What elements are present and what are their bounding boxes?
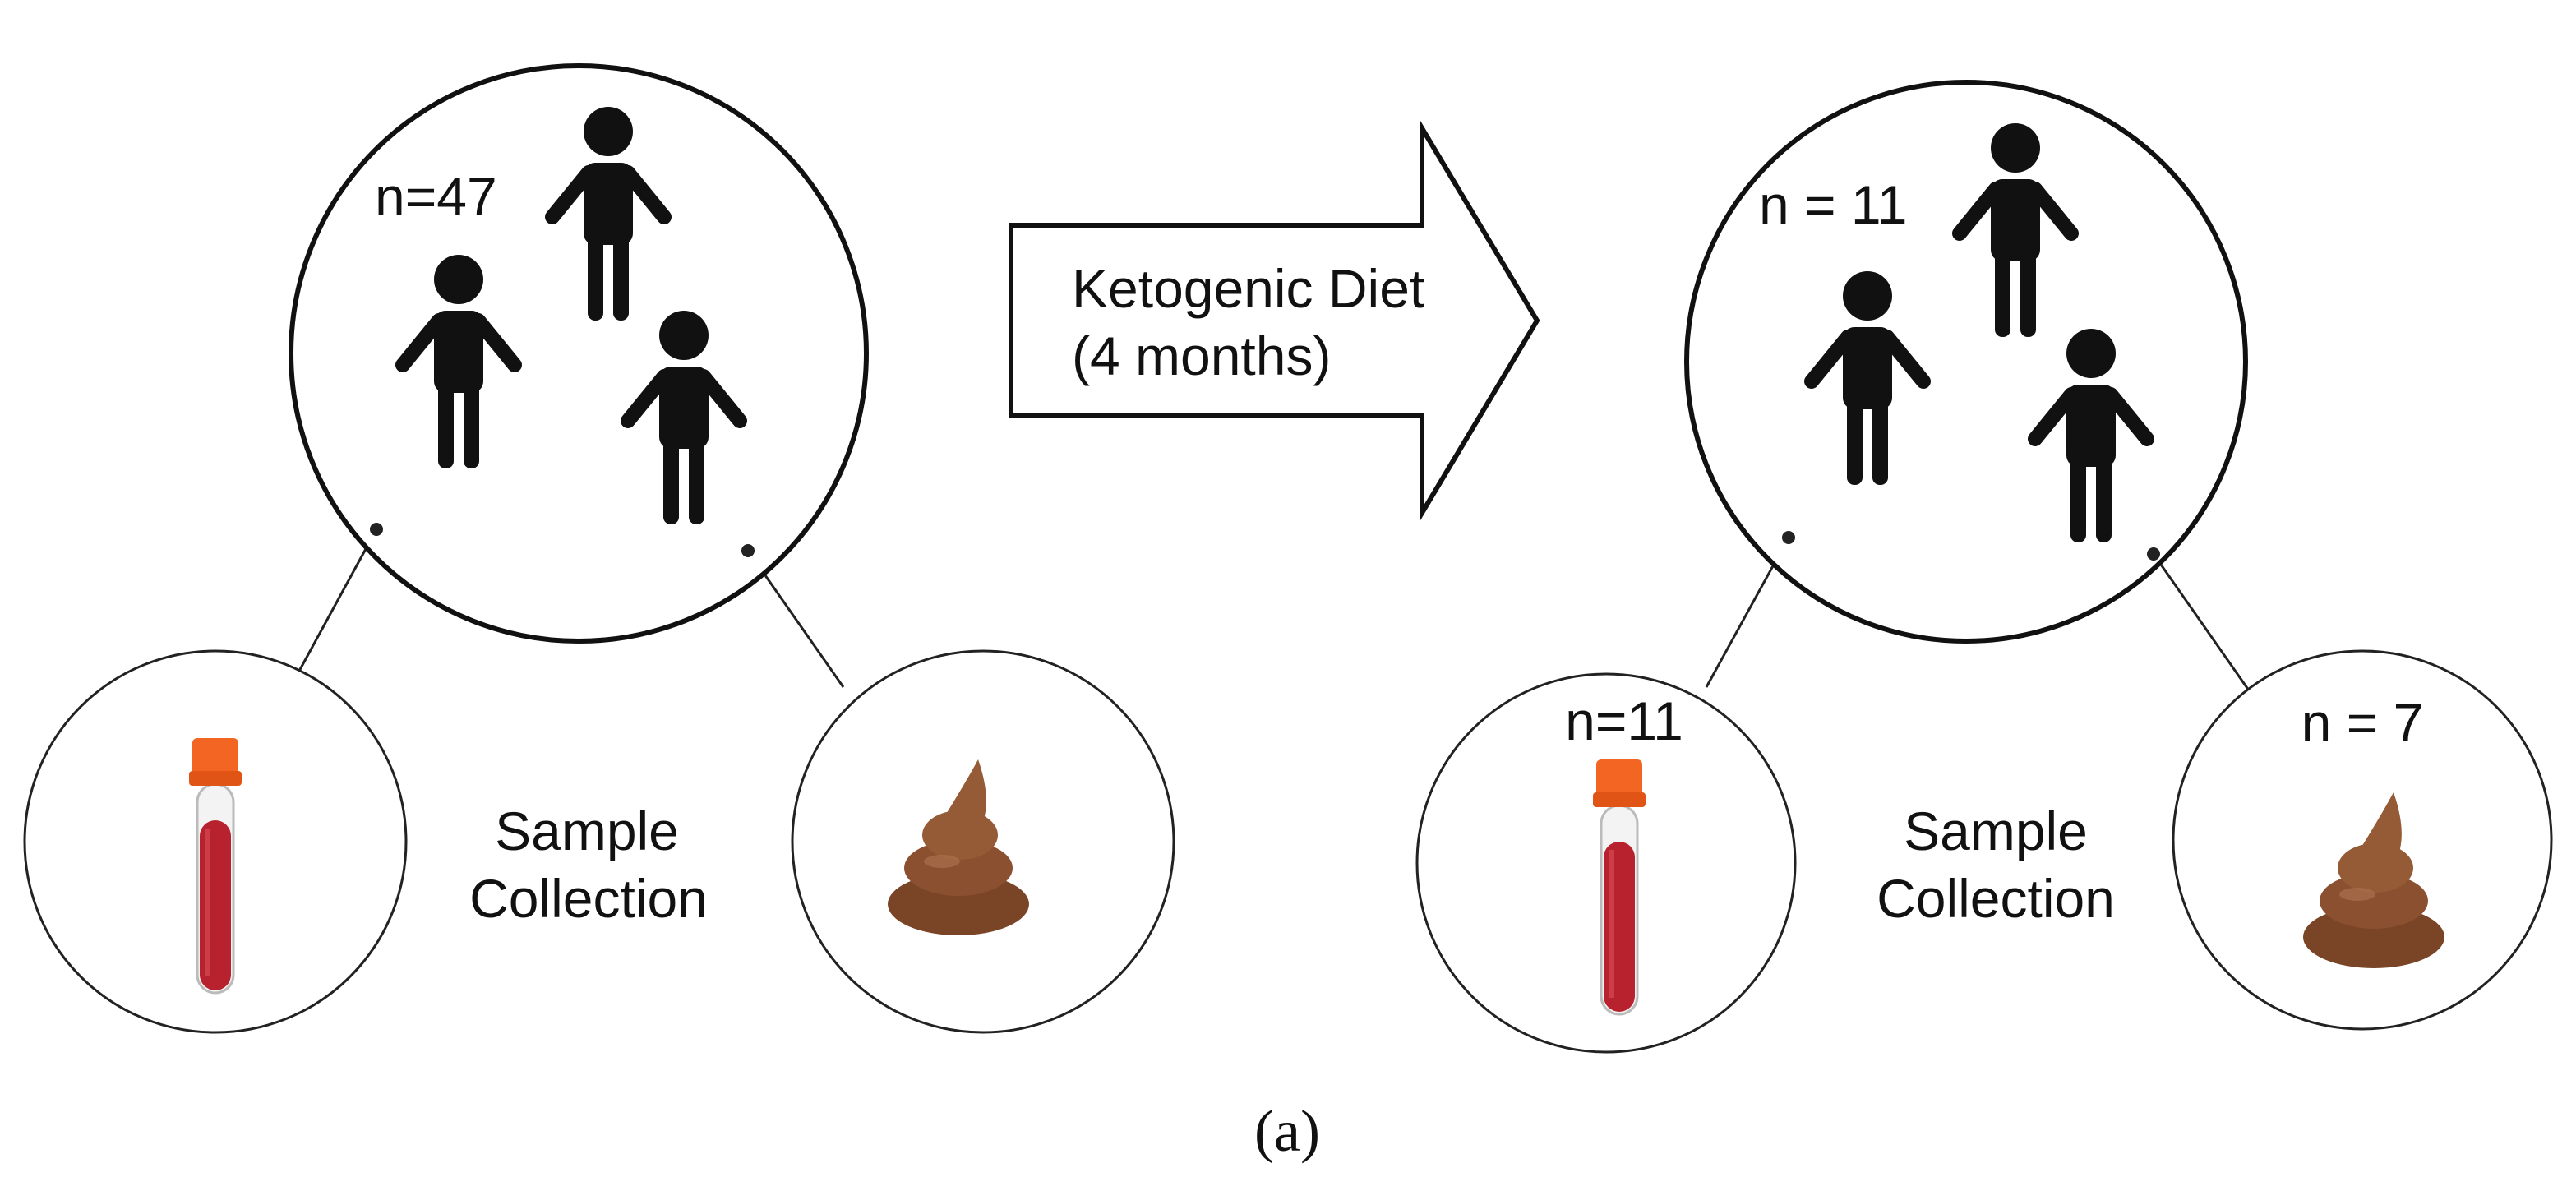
group-circle (289, 63, 869, 644)
node-dot (2147, 547, 2160, 561)
panel-after: n = 11 n=11 n = 7 Sample Collection (1415, 80, 2553, 1054)
arrow-shape (1009, 119, 1540, 522)
stool-label: n = 7 (2301, 692, 2424, 753)
node-dot (741, 544, 755, 557)
connector (2152, 553, 2251, 691)
group-label: n = 11 (1759, 174, 1907, 235)
collection-label: Sample (495, 801, 679, 861)
stool-circle (2172, 649, 2553, 1031)
blood-tube (187, 736, 243, 995)
panel-before: n=47 Sample Collection (23, 63, 1175, 1034)
arrow-label: Ketogenic Diet (1072, 258, 1424, 319)
node-dot (370, 523, 383, 536)
arrow: Ketogenic Diet (4 months) (1009, 119, 1540, 522)
collection-label: Collection (469, 868, 708, 929)
collection-label: Sample (1904, 801, 2088, 861)
arrow-label: (4 months) (1072, 325, 1331, 386)
blood-label: n=11 (1565, 690, 1683, 751)
group-circle (1684, 80, 2248, 644)
group-label: n=47 (375, 166, 497, 227)
blood-tube (1591, 758, 1647, 1016)
caption: (a) (1254, 1098, 1320, 1164)
connector (296, 528, 378, 675)
collection-label: Collection (1877, 868, 2115, 929)
node-dot (1782, 531, 1795, 544)
